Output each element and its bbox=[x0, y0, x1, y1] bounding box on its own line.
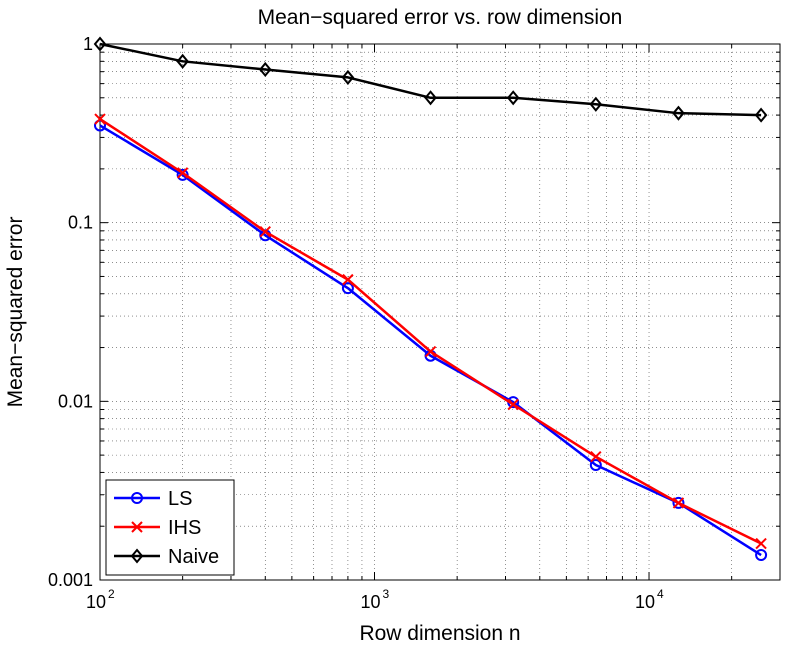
data-point bbox=[176, 53, 189, 69]
data-point-stroke bbox=[590, 450, 602, 463]
data-point-stroke bbox=[672, 497, 685, 509]
x-tick-label-exponent: 2 bbox=[108, 587, 115, 601]
series-line bbox=[99, 42, 762, 117]
data-point bbox=[590, 450, 602, 463]
data-point bbox=[258, 61, 272, 78]
data-point bbox=[506, 90, 520, 106]
x-axis-label: Row dimension n bbox=[359, 622, 520, 645]
y-tick-label: 0.1 bbox=[68, 213, 93, 233]
data-point-stroke bbox=[755, 537, 767, 550]
data-point bbox=[130, 548, 144, 564]
data-point bbox=[507, 398, 519, 411]
series-naive bbox=[93, 36, 768, 123]
x-tick-label: 10 bbox=[635, 592, 655, 612]
data-point bbox=[424, 345, 437, 358]
legend-item-naive: Naive bbox=[114, 546, 219, 568]
data-point bbox=[176, 167, 189, 179]
data-point-stroke bbox=[342, 273, 354, 286]
data-point bbox=[341, 69, 355, 85]
legend-item-ihs: IHS bbox=[114, 517, 201, 539]
y-tick-label: 1 bbox=[83, 34, 93, 54]
data-point bbox=[754, 107, 768, 123]
data-point bbox=[755, 537, 767, 550]
data-point bbox=[755, 549, 768, 562]
data-point-stroke bbox=[424, 345, 437, 358]
x-tick-label: 10 bbox=[360, 592, 380, 612]
data-point bbox=[342, 273, 354, 286]
data-point-stroke bbox=[259, 226, 271, 238]
legend-label: IHS bbox=[168, 517, 201, 539]
data-point-stroke bbox=[507, 398, 519, 411]
data-point-stroke bbox=[131, 521, 143, 533]
data-point bbox=[93, 36, 107, 52]
data-point-stroke bbox=[176, 167, 189, 179]
data-point bbox=[424, 90, 437, 106]
series-lines bbox=[93, 36, 768, 562]
data-point bbox=[672, 496, 685, 509]
legend-label: LS bbox=[168, 488, 192, 510]
data-point bbox=[589, 96, 603, 112]
x-tick-label-exponent: 3 bbox=[383, 587, 390, 601]
series-line bbox=[99, 124, 762, 557]
x-tick-label-exponent: 4 bbox=[657, 587, 664, 601]
data-point bbox=[589, 459, 602, 472]
plot-frame bbox=[99, 43, 781, 581]
data-point bbox=[259, 226, 271, 238]
y-tick-label: 0.01 bbox=[58, 391, 93, 411]
axis-ticks: 10 2 10 3 10 410.10.010.001 bbox=[48, 34, 781, 612]
data-point bbox=[131, 492, 143, 504]
data-point bbox=[341, 282, 354, 295]
data-point-stroke bbox=[94, 113, 106, 125]
legend-item-ls: LS bbox=[114, 488, 192, 510]
data-point bbox=[672, 497, 685, 509]
y-axis-label: Mean−squared error bbox=[4, 217, 27, 408]
data-point bbox=[94, 113, 106, 125]
x-tick-label: 10 bbox=[86, 592, 106, 612]
chart-title: Mean−squared error vs. row dimension bbox=[258, 6, 623, 29]
y-tick-label: 0.001 bbox=[48, 570, 93, 590]
legend-label: Naive bbox=[168, 546, 219, 568]
legend: LS IHS Naive bbox=[105, 479, 235, 576]
series-ihs bbox=[94, 113, 767, 550]
data-point bbox=[672, 105, 685, 121]
data-point bbox=[131, 521, 143, 533]
